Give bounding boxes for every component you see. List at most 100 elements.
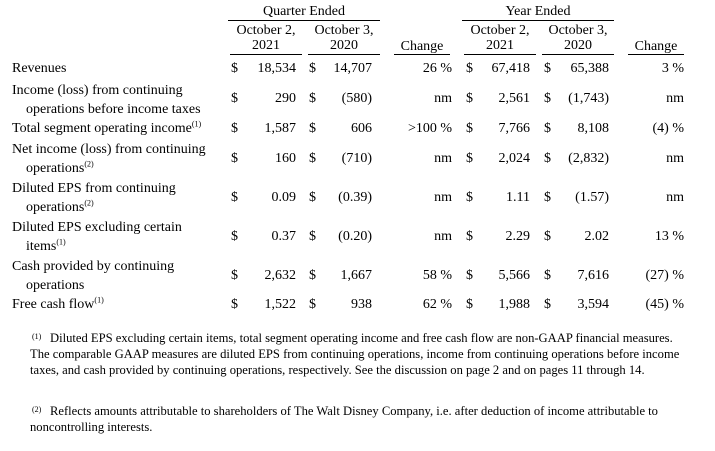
value-cell: 2.02 (584, 229, 610, 244)
currency-symbol: $ (309, 91, 316, 106)
y-change-header: Change (634, 39, 678, 54)
row-label: operations before income taxes (26, 102, 201, 117)
footnote-reference: (2) (84, 198, 94, 208)
year-ended-header: Year Ended (505, 4, 571, 19)
footnote-2-text: Reflects amounts attributable to shareho… (30, 404, 658, 434)
footnote-2-mark: (2) (32, 405, 42, 414)
currency-symbol: $ (309, 121, 316, 136)
value-cell: 1,587 (264, 121, 297, 136)
currency-symbol: $ (231, 297, 238, 312)
change-cell: 3 % (661, 61, 684, 76)
change-cell: 58 % (422, 268, 452, 283)
currency-symbol: $ (466, 151, 473, 166)
row-label-text: items (26, 239, 57, 254)
value-cell: 2,024 (498, 151, 531, 166)
quarter-ended-underline (228, 20, 380, 21)
currency-symbol: $ (544, 190, 551, 205)
change-cell: 26 % (422, 61, 452, 76)
value-cell: (710) (341, 151, 372, 166)
currency-symbol: $ (231, 151, 238, 166)
q-col2-header-line1: October 3, (314, 23, 374, 38)
row-label: Income (loss) from continuing (12, 83, 183, 98)
value-cell: 938 (351, 297, 372, 312)
footnote-1-mark: (1) (32, 332, 42, 341)
row-label: items(1) (26, 238, 66, 255)
row-label: Cash provided by continuing (12, 259, 175, 274)
footnote-reference: (2) (84, 159, 94, 169)
y-col1-header-line2: 2021 (486, 38, 514, 53)
row-label: Net income (loss) from continuing (12, 142, 206, 157)
value-cell: 65,388 (570, 61, 610, 76)
currency-symbol: $ (309, 229, 316, 244)
value-cell: 3,594 (577, 297, 610, 312)
currency-symbol: $ (544, 91, 551, 106)
row-label: Free cash flow(1) (12, 296, 104, 313)
value-cell: 2.29 (505, 229, 531, 244)
row-label-text: operations (26, 200, 85, 215)
y-col2-header-line1: October 3, (548, 23, 608, 38)
currency-symbol: $ (466, 297, 473, 312)
currency-symbol: $ (544, 121, 551, 136)
row-label: Diluted EPS from continuing (12, 181, 176, 196)
q-change-header: Change (400, 39, 444, 54)
value-cell: (1,743) (568, 91, 609, 106)
value-cell: 1,522 (264, 297, 297, 312)
currency-symbol: $ (231, 91, 238, 106)
currency-symbol: $ (309, 61, 316, 76)
change-cell: (45) % (645, 297, 685, 312)
value-cell: (2,832) (568, 151, 609, 166)
currency-symbol: $ (309, 151, 316, 166)
value-cell: 1.11 (506, 190, 530, 205)
value-cell: 67,418 (491, 61, 531, 76)
year-ended-underline (462, 20, 614, 21)
value-cell: 7,766 (498, 121, 531, 136)
quarter-ended-header: Quarter Ended (262, 4, 346, 19)
currency-symbol: $ (466, 121, 473, 136)
footnote-reference: (1) (94, 295, 104, 305)
y-change-underline (628, 54, 684, 55)
value-cell: 5,566 (498, 268, 531, 283)
y-col1-underline (464, 54, 536, 55)
value-cell: (0.39) (338, 190, 372, 205)
change-cell: 13 % (654, 229, 684, 244)
change-cell: nm (434, 91, 452, 106)
value-cell: 290 (275, 91, 296, 106)
currency-symbol: $ (231, 190, 238, 205)
y-col1-header-line1: October 2, (470, 23, 530, 38)
currency-symbol: $ (231, 229, 238, 244)
row-label: operations(2) (26, 199, 94, 216)
value-cell: 1,988 (498, 297, 531, 312)
change-cell: nm (666, 91, 684, 106)
q-change-underline (394, 54, 450, 55)
currency-symbol: $ (309, 190, 316, 205)
currency-symbol: $ (544, 268, 551, 283)
row-label: operations(2) (26, 160, 94, 177)
y-col2-underline (542, 54, 614, 55)
value-cell: 160 (275, 151, 296, 166)
value-cell: 2,632 (264, 268, 297, 283)
currency-symbol: $ (544, 61, 551, 76)
currency-symbol: $ (544, 229, 551, 244)
currency-symbol: $ (309, 268, 316, 283)
value-cell: (580) (341, 91, 372, 106)
row-label-text: Free cash flow (12, 297, 95, 312)
currency-symbol: $ (231, 268, 238, 283)
row-label-text: operations (26, 161, 85, 176)
change-cell: (4) % (652, 121, 685, 136)
footnote-1-text: Diluted EPS excluding certain items, tot… (30, 331, 680, 377)
value-cell: 0.37 (271, 229, 297, 244)
change-cell: nm (666, 151, 684, 166)
value-cell: 1,667 (340, 268, 373, 283)
currency-symbol: $ (466, 190, 473, 205)
change-cell: nm (434, 190, 452, 205)
value-cell: 0.09 (271, 190, 297, 205)
row-label-text: Total segment operating income (12, 121, 192, 136)
value-cell: 8,108 (577, 121, 610, 136)
value-cell: 2,561 (498, 91, 531, 106)
currency-symbol: $ (544, 151, 551, 166)
row-label: Revenues (12, 61, 67, 76)
row-label: Total segment operating income(1) (12, 120, 201, 137)
currency-symbol: $ (544, 297, 551, 312)
change-cell: 62 % (422, 297, 452, 312)
change-cell: nm (434, 151, 452, 166)
